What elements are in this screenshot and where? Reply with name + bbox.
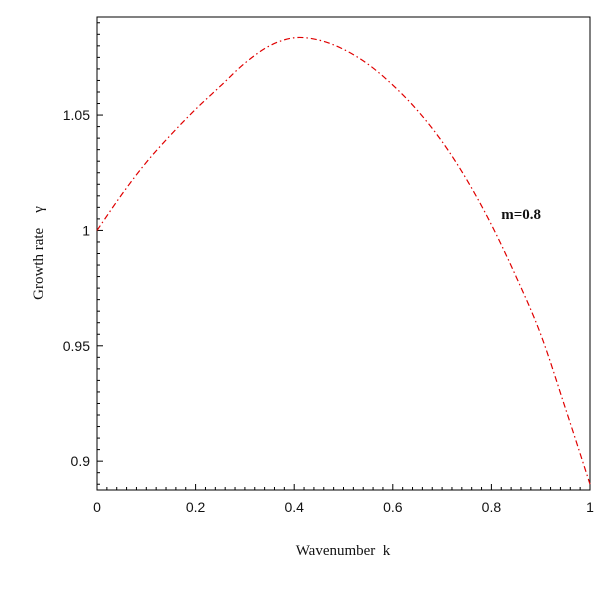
x-tick-label: 0.6 — [383, 499, 403, 515]
y-tick-label: 0.9 — [71, 453, 91, 469]
series-line-m-0.8 — [96, 36, 591, 485]
x-tick-label: 0.4 — [284, 499, 304, 515]
y-tick-label: 1 — [82, 222, 90, 238]
x-tick-label: 0.8 — [482, 499, 502, 515]
x-tick-label: 0.2 — [186, 499, 206, 515]
y-axis-label: Growth rate γ — [31, 206, 47, 300]
plot-frame — [96, 16, 591, 491]
series-annotation-label: m=0.8 — [501, 207, 541, 223]
x-axis-label: Wavenumber k — [296, 543, 391, 559]
x-tick-label: 1 — [586, 499, 594, 515]
x-tick-label: 0 — [93, 499, 101, 515]
ticks-layer: 0 0.2 0.4 0.6 0.8 1 0.9 0.95 1 1.05 — [63, 22, 594, 515]
y-tick-label: 1.05 — [63, 107, 90, 123]
y-tick-label: 0.95 — [63, 338, 90, 354]
